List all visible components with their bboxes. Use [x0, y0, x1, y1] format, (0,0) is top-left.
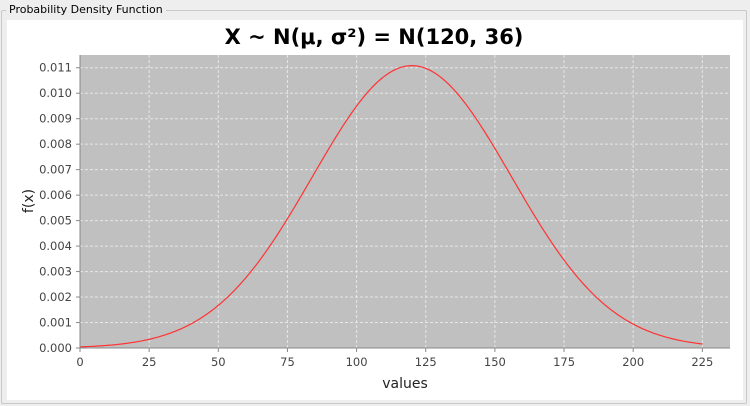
- x-tick-label: 125: [415, 355, 437, 369]
- x-tick-label: 150: [484, 355, 506, 369]
- y-tick-label: 0.008: [39, 137, 72, 151]
- y-tick-label: 0.002: [39, 290, 72, 304]
- chart-title: X ~ N(μ, σ²) = N(120, 36): [225, 25, 524, 49]
- y-tick-label: 0.004: [39, 239, 72, 253]
- y-tick-label: 0.006: [39, 188, 72, 202]
- y-tick-label: 0.010: [39, 86, 72, 100]
- y-tick-label: 0.011: [39, 61, 72, 75]
- plot-area: [80, 55, 730, 348]
- x-tick-label: 225: [691, 355, 713, 369]
- y-axis-label: f(x): [21, 189, 37, 213]
- panel-title: Probability Density Function: [6, 3, 166, 17]
- y-tick-label: 0.009: [39, 112, 72, 126]
- y-tick-label: 0.003: [39, 265, 72, 279]
- y-tick-label: 0.001: [39, 316, 72, 330]
- x-axis: 0 25 50 75 100 125 150 175 200 225: [76, 347, 730, 369]
- y-tick-label: 0.000: [39, 341, 72, 355]
- x-tick-label: 0: [76, 355, 83, 369]
- grid: [79, 55, 730, 349]
- y-axis: 0.000 0.001 0.002 0.003 0.004 0.005 0.006 0.007…: [39, 55, 81, 355]
- x-axis-label: values: [382, 376, 428, 392]
- y-tick-label: 0.005: [39, 214, 72, 228]
- x-tick-label: 50: [211, 355, 226, 369]
- x-tick-label: 175: [553, 355, 575, 369]
- x-tick-label: 200: [622, 355, 644, 369]
- y-tick-label: 0.007: [39, 163, 72, 177]
- series-layer: [79, 65, 703, 348]
- x-tick-label: 100: [346, 355, 368, 369]
- x-tick-label: 25: [142, 355, 157, 369]
- x-tick-label: 75: [280, 355, 295, 369]
- density-curve: [79, 65, 703, 348]
- panel-border: [1, 10, 747, 404]
